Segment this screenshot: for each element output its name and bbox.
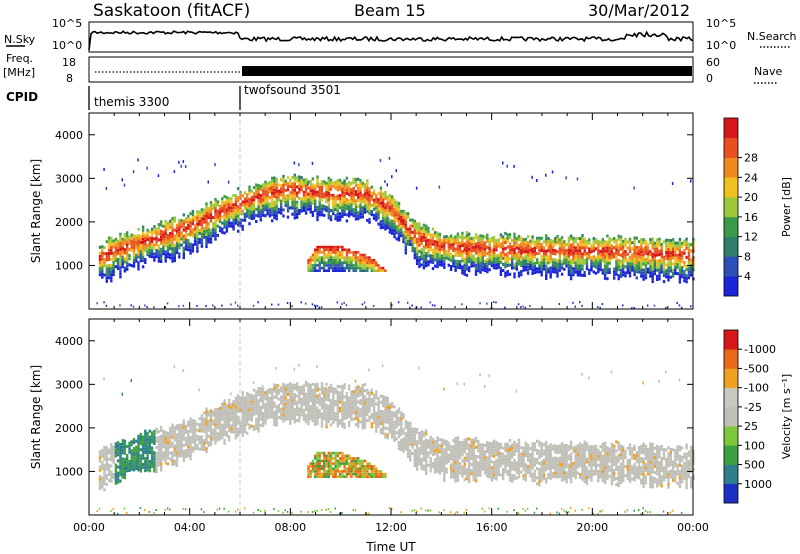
noise-right-tick-bottom: 10^0 xyxy=(706,39,736,52)
noise-left-tick-top: 10^5 xyxy=(52,17,82,30)
nave-tick-bottom: 0 xyxy=(706,72,713,85)
colorbar-swatch xyxy=(724,137,738,158)
colorbar-swatch xyxy=(724,368,738,388)
colorbar-swatch xyxy=(724,406,738,427)
colorbar-swatch xyxy=(724,445,738,465)
colorbar-tick: -500 xyxy=(744,362,769,375)
colorbar-swatch xyxy=(724,157,738,178)
colorbar-tick: 25 xyxy=(744,420,758,433)
xtick-label: 16:00 xyxy=(476,521,508,534)
colorbar-swatch xyxy=(724,256,738,277)
colorbar-swatch xyxy=(724,216,738,237)
noise-search-label: N.Search xyxy=(747,30,797,43)
colorbar-swatch xyxy=(724,464,738,485)
colorbar-tick: 100 xyxy=(744,439,765,452)
ytick-label: 2000 xyxy=(55,216,83,229)
nave-tick-top: 60 xyxy=(706,56,720,69)
colorbar-tick: -25 xyxy=(744,401,762,414)
cpid-label: CPID xyxy=(6,90,38,104)
ytick-label: 1000 xyxy=(55,465,83,478)
colorbar-swatch xyxy=(724,236,738,257)
colorbar-swatch xyxy=(724,349,738,369)
colorbar-swatch xyxy=(724,118,738,139)
colorbar-tick: 20 xyxy=(744,191,758,204)
colorbar-tick: 24 xyxy=(744,171,758,184)
power-colorbar: 4 8 12 16 20 24 28 Power [dB] xyxy=(723,117,793,297)
freq-tick-bottom: 8 xyxy=(66,72,73,85)
colorbar-tick: 12 xyxy=(744,231,758,244)
freq-tick-top: 18 xyxy=(62,56,76,69)
power-yticks: 1000 2000 3000 4000 xyxy=(55,129,693,272)
freq-trace xyxy=(242,66,692,76)
freq-panel: Freq. [MHz] 18 8 60 0 Nave xyxy=(3,52,782,85)
ytick-label: 1000 xyxy=(55,259,83,272)
program-themis: themis 3300 xyxy=(94,95,169,109)
colorbar-swatch xyxy=(724,177,738,198)
noise-right-tick-top: 10^5 xyxy=(706,17,736,30)
time-xlabel: Time UT xyxy=(365,540,416,554)
xtick-label: 12:00 xyxy=(375,521,407,534)
power-panel: Slant Range [km] 1000 2000 3000 4000 4 8 12 16… xyxy=(29,112,793,310)
ytick-label: 4000 xyxy=(55,335,83,348)
colorbar-swatch xyxy=(724,330,738,350)
xtick-label: 08:00 xyxy=(274,521,306,534)
colorbar-swatch xyxy=(724,426,738,446)
colorbar-label: Velocity [m s⁻¹] xyxy=(780,374,793,459)
velocity-xticks: 00:00 04:00 08:00 12:00 16:00 20:00 00:00 xyxy=(73,319,709,534)
noise-trace xyxy=(88,30,694,51)
date-title: 30/Mar/2012 xyxy=(588,1,690,20)
xtick-label: 20:00 xyxy=(576,521,608,534)
ytick-label: 2000 xyxy=(55,422,83,435)
colorbar-label: Power [dB] xyxy=(780,177,793,237)
colorbar-swatch xyxy=(724,276,738,297)
colorbar-tick: 500 xyxy=(744,459,765,472)
freq-label-line1: Freq. xyxy=(6,52,33,65)
freq-label-line2: [MHz] xyxy=(3,66,35,79)
xtick-label: 00:00 xyxy=(677,521,709,534)
velocity-colorbar: 1000 500 100 25 -25 -100 -500 -1000 Velocity [m … xyxy=(723,329,793,504)
power-ylabel: Slant Range [km] xyxy=(29,159,43,263)
noise-left-tick-bottom: 10^0 xyxy=(52,39,82,52)
colorbar-tick: 8 xyxy=(744,250,751,263)
power-xtick-marks xyxy=(88,113,694,309)
ytick-label: 4000 xyxy=(55,129,83,142)
beam-title: Beam 15 xyxy=(354,1,426,20)
ytick-label: 3000 xyxy=(55,378,83,391)
program-twofsound: twofsound 3501 xyxy=(244,83,341,97)
ytick-label: 3000 xyxy=(55,172,83,185)
colorbar-tick: 4 xyxy=(744,270,751,283)
power-echoes xyxy=(96,156,695,309)
velocity-echoes xyxy=(96,363,695,515)
velocity-yticks: 1000 2000 3000 4000 xyxy=(55,335,693,478)
colorbar-tick: 1000 xyxy=(744,478,772,491)
colorbar-tick: 16 xyxy=(744,211,758,224)
xtick-label: 00:00 xyxy=(73,521,105,534)
nave-label: Nave xyxy=(754,65,782,78)
xtick-label: 04:00 xyxy=(174,521,206,534)
colorbar-tick: 28 xyxy=(744,152,758,165)
colorbar-swatch xyxy=(724,197,738,218)
station-title: Saskatoon (fitACF) xyxy=(93,1,250,21)
cpid-row: CPID themis 3300 twofsound 3501 xyxy=(6,83,341,110)
colorbar-tick: -100 xyxy=(744,382,769,395)
noise-sky-label: N.Sky xyxy=(4,33,36,46)
colorbar-tick: -1000 xyxy=(744,343,776,356)
colorbar-swatch xyxy=(724,387,738,408)
velocity-ylabel: Slant Range [km] xyxy=(29,365,43,469)
colorbar-swatch xyxy=(724,483,738,504)
noise-panel: N.Sky 10^5 10^0 10^5 10^0 N.Search xyxy=(4,17,797,53)
